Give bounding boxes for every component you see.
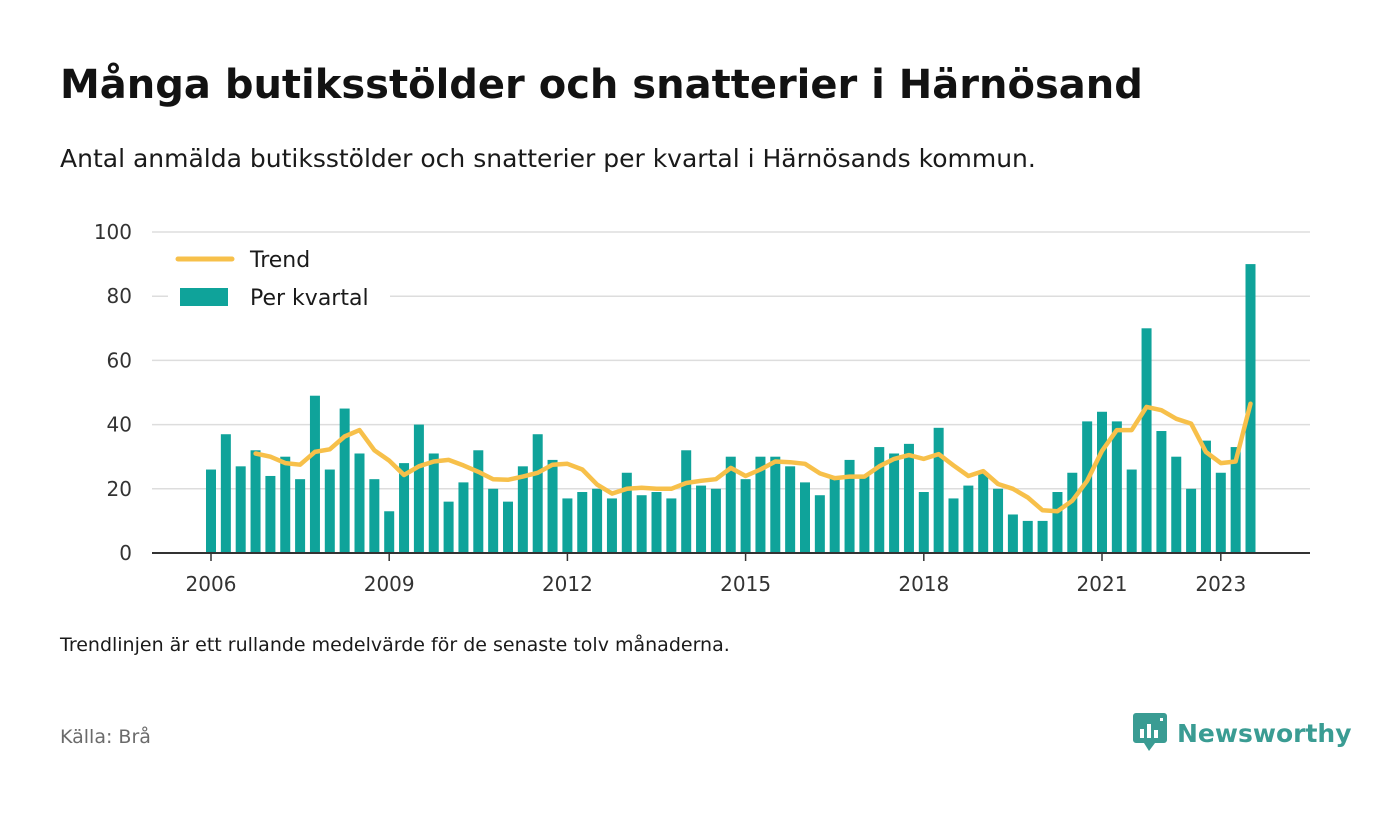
x-tick-label: 2009 — [364, 572, 415, 596]
bar — [651, 492, 662, 553]
source-credit: Källa: Brå — [60, 726, 151, 748]
bar — [517, 466, 528, 553]
bar — [1052, 492, 1063, 553]
bar — [1141, 328, 1152, 553]
bar — [770, 456, 781, 553]
bar — [250, 450, 261, 553]
bar — [354, 453, 365, 553]
bar — [1156, 431, 1167, 553]
bar-series — [206, 264, 1256, 553]
bar — [696, 485, 707, 553]
bar — [488, 488, 499, 553]
brand-logo: Newsworthy — [1133, 712, 1352, 754]
bar — [1082, 421, 1093, 553]
x-tick-label: 2006 — [186, 572, 237, 596]
bar — [235, 466, 246, 553]
bar — [844, 459, 855, 553]
x-tick-label: 2023 — [1195, 572, 1246, 596]
chart-title: Många butiksstölder och snatterier i Här… — [60, 62, 1143, 108]
bar — [710, 488, 721, 553]
bar — [473, 450, 484, 553]
legend-bar-swatch — [180, 288, 228, 306]
bar — [636, 495, 647, 553]
bar — [399, 463, 410, 553]
bar — [1171, 456, 1182, 553]
legend: Trend Per kvartal — [168, 242, 390, 314]
bar — [206, 469, 216, 553]
bar — [428, 453, 439, 553]
bar — [547, 459, 558, 553]
bar — [978, 472, 989, 553]
bar — [948, 498, 959, 553]
y-tick-label: 80 — [107, 284, 132, 308]
bar — [621, 472, 632, 553]
bar — [1111, 421, 1122, 553]
x-tick-label: 2012 — [542, 572, 593, 596]
y-tick-label: 40 — [107, 413, 132, 437]
bar — [874, 447, 885, 553]
y-tick-label: 20 — [107, 477, 132, 501]
bar — [1037, 520, 1048, 553]
bar — [458, 482, 469, 553]
legend-trend-label: Trend — [249, 248, 310, 273]
bar — [280, 456, 291, 553]
newsworthy-logo-icon — [1133, 713, 1167, 751]
bar — [681, 450, 692, 553]
bar — [369, 479, 380, 553]
trend-line — [253, 401, 1253, 514]
bar — [592, 488, 603, 553]
x-tick-label: 2018 — [898, 572, 949, 596]
bar — [577, 492, 588, 553]
brand-name: Newsworthy — [1177, 718, 1352, 748]
bar — [1007, 514, 1018, 553]
bar — [740, 479, 751, 553]
bar — [903, 443, 914, 553]
bar — [339, 408, 350, 553]
bar — [814, 495, 825, 553]
bar — [1215, 472, 1226, 553]
x-axis: 2006 2009 2012 2015 2018 2021 2023 — [152, 552, 1310, 596]
bar — [443, 501, 454, 553]
bar — [1126, 469, 1137, 553]
x-tick-label: 2015 — [720, 572, 771, 596]
bar — [220, 434, 231, 553]
bar — [384, 511, 395, 553]
bar — [532, 434, 543, 553]
bar — [1067, 472, 1078, 553]
bar — [963, 485, 974, 553]
bar — [1097, 411, 1107, 553]
footnote: Trendlinjen är ett rullande medelvärde f… — [60, 634, 730, 656]
bar — [918, 492, 929, 553]
bar — [889, 453, 900, 553]
bar — [1200, 440, 1211, 553]
bar — [993, 488, 1004, 553]
bar — [606, 498, 617, 553]
legend-bar-label: Per kvartal — [250, 286, 369, 311]
bar — [785, 466, 796, 553]
bar — [1022, 520, 1033, 553]
bar — [503, 501, 513, 553]
bar — [933, 427, 944, 553]
y-tick-label: 60 — [107, 348, 132, 372]
y-tick-label: 0 — [119, 541, 132, 565]
bar — [1230, 447, 1241, 553]
bar — [265, 475, 276, 553]
bar — [829, 475, 840, 553]
y-tick-label: 100 — [94, 220, 132, 244]
bar — [725, 456, 736, 553]
bar — [755, 456, 766, 553]
chart-canvas: 0 20 40 60 80 100 2006 2009 2012 2015 2018 2021 202… — [94, 220, 1310, 596]
bar — [324, 469, 335, 553]
bar — [295, 479, 306, 553]
bar — [309, 395, 320, 553]
bar — [859, 475, 870, 553]
bar — [1186, 488, 1197, 553]
bar — [413, 424, 424, 553]
bar — [666, 498, 677, 553]
chart-subtitle: Antal anmälda butiksstölder och snatteri… — [60, 144, 1036, 173]
x-tick-label: 2021 — [1077, 572, 1128, 596]
bar — [562, 498, 573, 553]
bar — [800, 482, 810, 553]
